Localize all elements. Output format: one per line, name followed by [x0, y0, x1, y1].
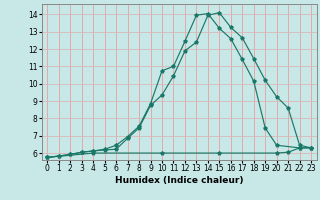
X-axis label: Humidex (Indice chaleur): Humidex (Indice chaleur) — [115, 176, 244, 185]
